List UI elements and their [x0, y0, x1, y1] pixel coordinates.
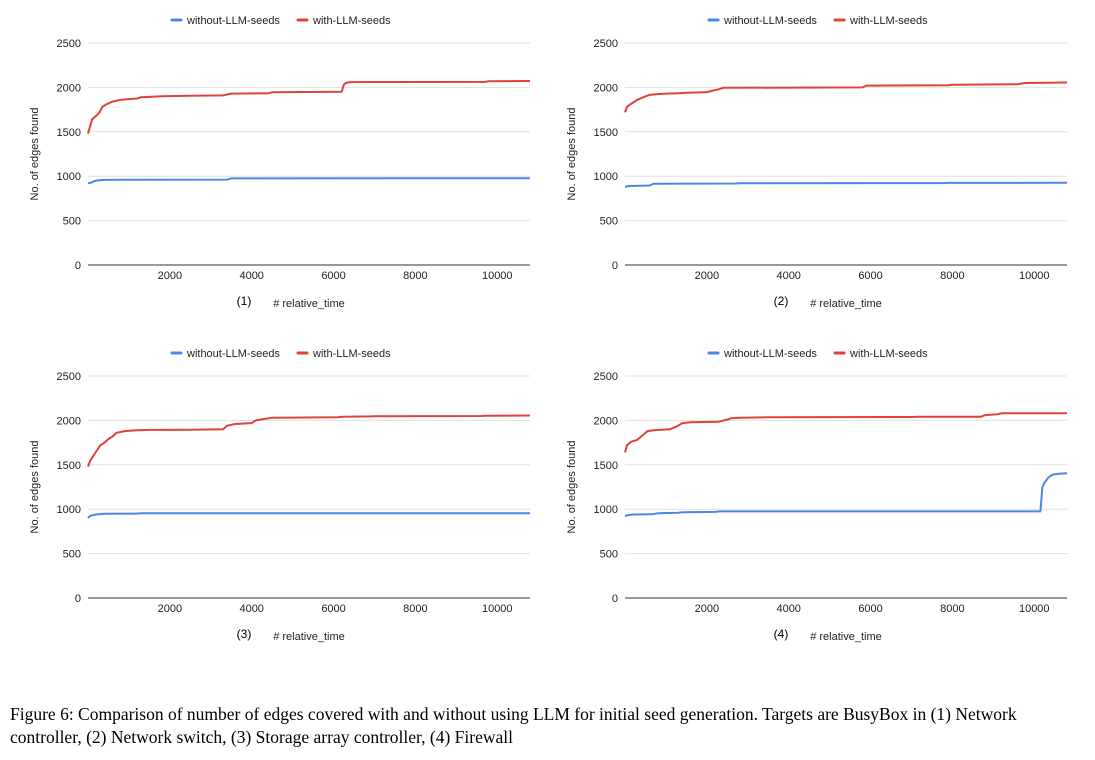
figure-caption: Figure 6: Comparison of number of edges …	[10, 704, 1017, 747]
y-axis-title: No. of edges found	[566, 441, 578, 534]
y-tick-label: 500	[600, 216, 618, 228]
chart-panel-3: 0 500 1000 1500 2000 2500 2000 4000 6000 8000 1000…	[0, 333, 540, 653]
x-tick-label: 8000	[403, 270, 427, 282]
y-tick-label: 2000	[57, 415, 81, 427]
series-line-with-llm-seeds	[624, 412, 1067, 453]
x-tick-label: 2000	[695, 270, 719, 282]
x-tick-label: 6000	[321, 270, 345, 282]
x-tick-label: 10000	[482, 603, 513, 615]
x-axis-title: # relative_time	[810, 298, 882, 310]
y-tick-label: 2000	[594, 82, 618, 94]
series-line-without-llm-seeds	[624, 181, 1068, 188]
panel-label: (1)	[237, 294, 252, 308]
y-tick-label: 0	[612, 260, 618, 272]
x-tick-label: 4000	[776, 603, 800, 615]
chart-panel-2: 0 500 1000 1500 2000 2500 2000 4000 6000 8000 1000…	[537, 0, 1077, 320]
x-tick-label: 6000	[858, 270, 882, 282]
y-axis-title: No. of edges found	[566, 108, 578, 201]
panel-label: (4)	[774, 627, 789, 641]
y-tick-label: 0	[75, 593, 81, 605]
y-tick-label: 2500	[594, 371, 618, 383]
series-line-with-llm-seeds	[624, 81, 1068, 113]
x-axis-title: # relative_time	[273, 631, 345, 643]
x-tick-label: 8000	[940, 603, 964, 615]
y-tick-label: 1000	[594, 171, 618, 183]
x-tick-label: 10000	[1019, 603, 1050, 615]
legend-label: with-LLM-seeds	[312, 348, 391, 360]
y-tick-label: 500	[63, 549, 81, 561]
y-tick-label: 2500	[57, 38, 81, 50]
legend-label: with-LLM-seeds	[849, 15, 928, 27]
legend-label: without-LLM-seeds	[723, 348, 817, 360]
y-tick-label: 500	[600, 549, 618, 561]
y-tick-label: 0	[612, 593, 618, 605]
y-tick-label: 1000	[57, 171, 81, 183]
x-tick-label: 6000	[858, 603, 882, 615]
x-tick-label: 2000	[158, 603, 182, 615]
x-tick-label: 6000	[321, 603, 345, 615]
y-tick-label: 1500	[57, 460, 81, 472]
x-tick-label: 8000	[403, 603, 427, 615]
legend-label: with-LLM-seeds	[849, 348, 928, 360]
x-axis-title: # relative_time	[273, 298, 345, 310]
y-tick-label: 1500	[57, 127, 81, 139]
legend-label: with-LLM-seeds	[312, 15, 391, 27]
series-line-without-llm-seeds	[87, 177, 531, 185]
y-tick-label: 1000	[594, 504, 618, 516]
series-line-without-llm-seeds	[87, 512, 530, 519]
x-tick-label: 2000	[158, 270, 182, 282]
chart-panel-4: 0 500 1000 1500 2000 2500 2000 4000 6000 8000 1000…	[537, 333, 1077, 653]
series-line-with-llm-seeds	[87, 80, 531, 134]
x-tick-label: 8000	[940, 270, 964, 282]
y-axis-title: No. of edges found	[29, 108, 41, 201]
chart-4-svg: 0 500 1000 1500 2000 2500 2000 4000 6000 8000 1000…	[566, 348, 1068, 643]
chart-2-svg: 0 500 1000 1500 2000 2500 2000 4000 6000 8000 1000…	[566, 15, 1068, 310]
panel-label: (2)	[774, 294, 789, 308]
x-axis-title: # relative_time	[810, 631, 882, 643]
y-tick-label: 2000	[57, 82, 81, 94]
chart-panel-1: 0 500 1000 1500 2000 2500 2000 4000 6000 8000 1000…	[0, 0, 540, 320]
x-tick-label: 10000	[482, 270, 513, 282]
series-line-without-llm-seeds	[624, 472, 1068, 517]
y-tick-label: 2500	[594, 38, 618, 50]
legend-label: without-LLM-seeds	[186, 348, 280, 360]
y-axis-title: No. of edges found	[29, 441, 41, 534]
legend-label: without-LLM-seeds	[186, 15, 280, 27]
y-tick-label: 1000	[57, 504, 81, 516]
x-tick-label: 10000	[1019, 270, 1050, 282]
y-tick-label: 500	[63, 216, 81, 228]
legend-label: without-LLM-seeds	[723, 15, 817, 27]
y-tick-label: 0	[75, 260, 81, 272]
chart-1-svg: 0 500 1000 1500 2000 2500 2000 4000 6000 8000 1000…	[29, 15, 531, 310]
y-tick-label: 2000	[594, 415, 618, 427]
x-tick-label: 4000	[239, 270, 263, 282]
x-tick-label: 2000	[695, 603, 719, 615]
series-line-with-llm-seeds	[87, 414, 531, 467]
y-tick-label: 1500	[594, 460, 618, 472]
y-tick-label: 1500	[594, 127, 618, 139]
x-tick-label: 4000	[776, 270, 800, 282]
chart-3-svg: 0 500 1000 1500 2000 2500 2000 4000 6000 8000 1000…	[29, 348, 531, 643]
y-tick-label: 2500	[57, 371, 81, 383]
x-tick-label: 4000	[239, 603, 263, 615]
panel-label: (3)	[237, 627, 252, 641]
